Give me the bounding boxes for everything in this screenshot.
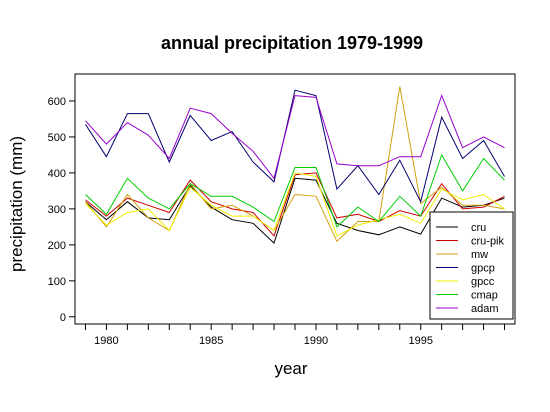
y-tick-label: 200 [48, 240, 66, 252]
series-line-cmap [85, 153, 505, 228]
chart-title: annual precipitation 1979-1999 [161, 33, 423, 53]
x-axis: 1980 1985 1990 1995 [84, 324, 506, 347]
x-axis-label: year [274, 359, 307, 378]
series-line-adam [85, 94, 505, 180]
series-line-cru [85, 177, 505, 245]
y-tick-label: 600 [48, 96, 66, 108]
y-axis-label: precipitation (mm) [7, 136, 26, 272]
legend-label-gpcc: gpcc [471, 276, 495, 288]
series-line-mw [85, 86, 505, 243]
legend-label-cru-pik: cru-pik [471, 236, 505, 248]
legend-label-cru: cru [471, 222, 486, 234]
y-tick-label: 300 [48, 204, 66, 216]
x-tick-label: 1980 [94, 335, 118, 347]
legend-label-adam: adam [471, 303, 499, 315]
y-tick-label: 500 [48, 132, 66, 144]
y-tick-label: 400 [48, 168, 66, 180]
legend-label-gpcp: gpcp [471, 263, 495, 275]
legend-box [429, 211, 514, 320]
series-line-cru-pik [85, 172, 505, 237]
legend-label-cmap: cmap [471, 290, 498, 302]
series-line-gpcc [85, 172, 505, 237]
y-axis: 0 100 200 300 400 500 600 [48, 96, 75, 324]
legend-label-mw: mw [471, 249, 488, 261]
series-lines [85, 86, 505, 245]
y-tick-label: 0 [60, 312, 66, 324]
x-tick-label: 1995 [408, 335, 432, 347]
x-tick-label: 1990 [304, 335, 328, 347]
x-tick-label: 1985 [199, 335, 223, 347]
series-line-gpcp [85, 89, 505, 204]
y-tick-label: 100 [48, 276, 66, 288]
